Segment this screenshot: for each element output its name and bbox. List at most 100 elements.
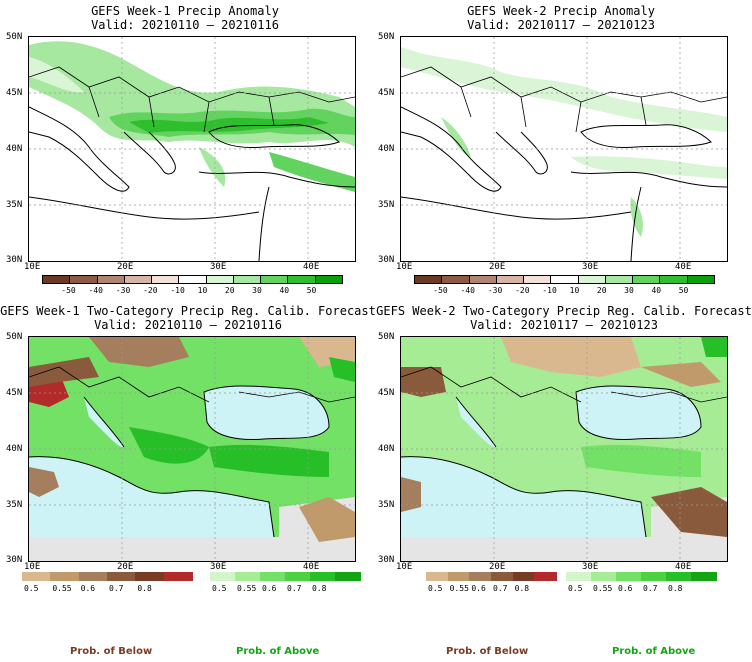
lon-label: 20E <box>489 562 506 572</box>
below-prob-colorbar: 0.5 0.55 0.6 0.7 0.8 <box>426 572 557 596</box>
colorbar-swatch <box>178 275 207 284</box>
colorbar-label: 50 <box>678 286 689 295</box>
lon-label: 10E <box>396 262 413 272</box>
prob-map-week2 <box>400 336 728 562</box>
colorbar-label: -20 <box>143 286 158 295</box>
colorbar-label: -40 <box>460 286 475 295</box>
lon-label: 40E <box>675 562 692 572</box>
colorbar-label: 20 <box>596 286 607 295</box>
colorbar-label: 0.5 <box>428 584 443 593</box>
colorbar-label: -10 <box>170 286 185 295</box>
lat-label: 45N <box>6 88 23 98</box>
panel-title: GEFS Week-2 Two-Category Precip Reg. Cal… <box>376 304 752 318</box>
colorbar-swatch <box>335 572 361 581</box>
colorbar-label: 0.6 <box>471 584 486 593</box>
lon-label: 10E <box>24 262 41 272</box>
anomaly-colorbar: -50 -40 -30 -20 -10 10 20 30 40 50 <box>42 275 343 297</box>
lon-label: 20E <box>117 262 134 272</box>
lat-label: 40N <box>6 144 23 154</box>
lon-label: 30E <box>210 562 227 572</box>
colorbar-swatch <box>135 572 165 581</box>
lat-label: 35N <box>6 200 23 210</box>
prob-below-label: Prob. of Below <box>70 646 153 657</box>
panel-week2-twocat: GEFS Week-2 Two-Category Precip Reg. Cal… <box>376 300 752 662</box>
colorbar-label: -30 <box>115 286 131 295</box>
colorbar-swatch <box>232 275 262 284</box>
lat-label: 45N <box>378 388 395 398</box>
colorbar-label: 10 <box>197 286 208 295</box>
colorbar-swatch <box>491 572 514 581</box>
colorbar-swatch <box>534 572 557 581</box>
colorbar-swatch <box>566 572 592 581</box>
colorbar-swatch <box>550 275 579 284</box>
colorbar-swatch <box>96 275 125 284</box>
colorbar-label: -50 <box>433 286 448 295</box>
prob-below-label: Prob. of Below <box>446 646 529 657</box>
panel-valid-dates: Valid: 20210110 – 20210116 <box>94 318 282 332</box>
colorbar-swatch <box>107 572 137 581</box>
anomaly-map-week1 <box>28 36 356 262</box>
colorbar-swatch <box>210 572 236 581</box>
colorbar-swatch <box>512 572 536 581</box>
colorbar-label: 0.8 <box>668 584 683 593</box>
colorbar-swatch <box>441 275 470 284</box>
lat-label: 35N <box>6 500 23 510</box>
lat-label: 40N <box>6 444 23 454</box>
prob-above-label: Prob. of Above <box>236 646 320 657</box>
colorbar-swatch <box>50 572 80 581</box>
lat-label: 40N <box>378 144 395 154</box>
colorbar-swatch <box>314 275 343 284</box>
colorbar-swatch <box>616 572 642 581</box>
colorbar-swatch <box>235 572 261 581</box>
lat-label: 30N <box>378 255 395 265</box>
colorbar-swatch <box>495 275 525 284</box>
panel-title: GEFS Week-1 Precip Anomaly <box>91 4 279 18</box>
lat-label: 50N <box>6 32 23 42</box>
lon-label: 30E <box>582 562 599 572</box>
lon-label: 40E <box>303 562 320 572</box>
colorbar-label: -20 <box>515 286 530 295</box>
colorbar-swatch <box>604 275 634 284</box>
colorbar-swatch <box>260 275 289 284</box>
colorbar-label: 0.5 <box>568 584 583 593</box>
panel-week1-twocat: GEFS Week-1 Two-Category Precip Reg. Cal… <box>0 300 376 662</box>
lat-label: 30N <box>6 555 23 565</box>
colorbar-label: 10 <box>569 286 580 295</box>
colorbar-label: 0.5 <box>212 584 227 593</box>
anomaly-colorbar: -50 -40 -30 -20 -10 10 20 30 40 50 <box>414 275 715 297</box>
colorbar-label: 0.8 <box>514 584 530 593</box>
panel-valid-dates: Valid: 20210117 – 20210123 <box>467 18 655 32</box>
colorbar-swatch <box>285 572 311 581</box>
above-prob-colorbar: 0.5 0.55 0.6 0.7 0.8 <box>566 572 717 596</box>
colorbar-swatch <box>123 275 153 284</box>
lat-label: 30N <box>6 255 23 265</box>
colorbar-label: 0.8 <box>137 584 152 593</box>
panel-valid-dates: Valid: 20210117 – 20210123 <box>470 318 658 332</box>
colorbar-label: 30 <box>624 286 634 295</box>
lon-label: 30E <box>210 262 227 272</box>
colorbar-label: 20 <box>224 286 235 295</box>
lon-label: 30E <box>582 262 599 272</box>
lat-label: 50N <box>6 332 23 342</box>
colorbar-label: 50 <box>306 286 317 295</box>
colorbar-swatch <box>641 572 667 581</box>
lon-label: 40E <box>303 262 320 272</box>
colorbar-label: 0.55 <box>449 584 469 593</box>
colorbar-swatch <box>287 275 316 284</box>
colorbar-swatch <box>577 275 606 284</box>
colorbar-swatch <box>659 275 688 284</box>
colorbar-swatch <box>310 572 336 581</box>
panel-title: GEFS Week-1 Two-Category Precip Reg. Cal… <box>0 304 376 318</box>
colorbar-swatch <box>632 275 661 284</box>
lon-label: 10E <box>396 562 413 572</box>
colorbar-label: 0.6 <box>80 584 96 593</box>
colorbar-label: 0.8 <box>312 584 327 593</box>
lat-label: 45N <box>378 88 395 98</box>
colorbar-swatch <box>69 275 98 284</box>
above-prob-colorbar: 0.5 0.55 0.6 0.7 0.8 <box>210 572 361 596</box>
colorbar-label: 0.7 <box>643 584 658 593</box>
colorbar-label: 0.55 <box>593 584 613 593</box>
panel-week2-anomaly: GEFS Week-2 Precip Anomaly Valid: 202101… <box>376 0 752 300</box>
colorbar-swatch <box>260 572 286 581</box>
lat-label: 40N <box>378 444 395 454</box>
